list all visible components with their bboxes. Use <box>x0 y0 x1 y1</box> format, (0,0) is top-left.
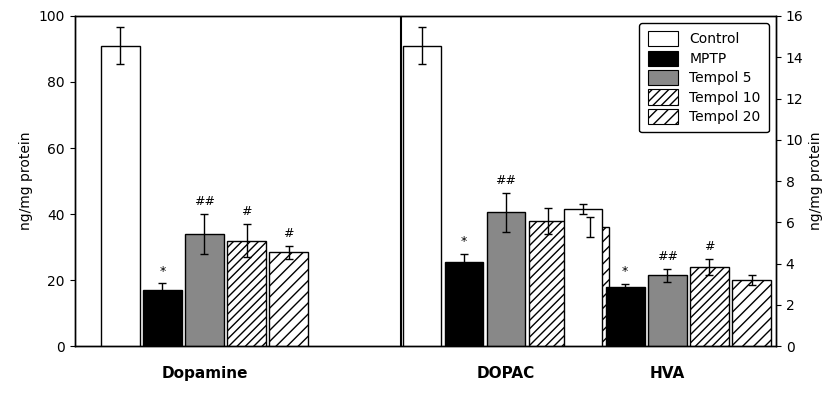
Text: HVA: HVA <box>650 366 685 381</box>
Text: #: # <box>283 226 294 240</box>
Bar <box>445 262 483 346</box>
Bar <box>227 240 266 346</box>
Text: ##: ## <box>496 174 516 187</box>
Bar <box>403 46 442 346</box>
Text: *: * <box>159 265 165 277</box>
Bar <box>648 275 686 346</box>
Text: ##: ## <box>194 195 215 208</box>
Text: *: * <box>622 265 628 278</box>
Text: #: # <box>704 240 715 253</box>
Bar <box>269 252 308 346</box>
Bar <box>101 46 139 346</box>
Bar <box>529 221 568 346</box>
Bar <box>571 227 609 346</box>
Bar <box>690 267 729 346</box>
Text: Dopamine: Dopamine <box>161 366 247 381</box>
Bar <box>564 209 603 346</box>
Text: *: * <box>461 235 467 248</box>
Y-axis label: ng/mg protein: ng/mg protein <box>19 132 33 230</box>
Legend: Control, MPTP, Tempol 5, Tempol 10, Tempol 20: Control, MPTP, Tempol 5, Tempol 10, Temp… <box>639 23 769 132</box>
Text: #: # <box>242 205 251 218</box>
Text: ##: ## <box>657 250 678 263</box>
Bar <box>143 290 182 346</box>
Text: DOPAC: DOPAC <box>477 366 535 381</box>
Bar <box>606 287 645 346</box>
Bar <box>486 213 525 346</box>
Y-axis label: ng/mg protein: ng/mg protein <box>809 132 823 230</box>
Bar <box>732 280 771 346</box>
Bar <box>185 234 224 346</box>
